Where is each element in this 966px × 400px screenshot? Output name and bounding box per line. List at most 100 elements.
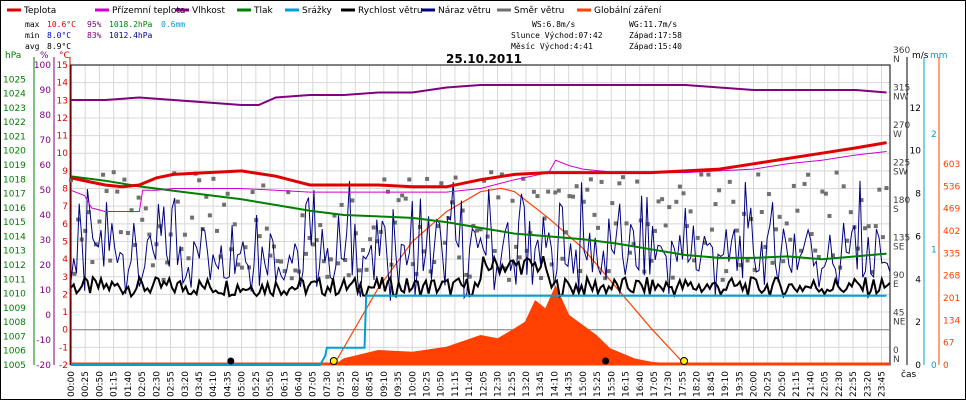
radiation-tick-label: 402	[943, 227, 960, 237]
wind-direction-point	[460, 208, 465, 213]
wind-direction-point	[503, 266, 508, 271]
x-tick-label: 16:40	[636, 371, 646, 397]
wind-direction-point	[574, 184, 579, 189]
wind-direction-point	[69, 178, 73, 183]
moonset-marker	[602, 357, 610, 365]
celsius-tick-label: 5	[62, 237, 68, 247]
wind-direction-point	[289, 276, 294, 281]
direction-deg-label: 45	[893, 309, 904, 319]
x-tick-label: 10:25	[422, 371, 432, 397]
series-pressure	[70, 175, 887, 261]
wind-direction-point	[211, 176, 216, 181]
x-tick-label: 06:15	[280, 371, 290, 397]
series-radiation-area	[333, 285, 686, 365]
wind-direction-point	[474, 228, 479, 233]
hpa-tick-label: 1019	[3, 161, 26, 171]
wind-direction-point	[257, 234, 262, 239]
wind-direction-point	[816, 254, 821, 259]
wind-direction-point	[225, 191, 230, 196]
wind-direction-point	[407, 177, 412, 182]
wind-direction-point	[667, 205, 672, 210]
percent-tick-label: 50	[40, 186, 52, 196]
wind-direction-point	[663, 223, 668, 228]
wind-direction-point	[549, 262, 554, 267]
wind-direction-point	[813, 248, 818, 253]
wind-direction-point	[286, 190, 291, 195]
wind-direction-point	[831, 253, 836, 258]
wind-direction-point	[774, 227, 779, 232]
sunrise-marker	[329, 357, 338, 365]
x-tick-label: 12:30	[494, 371, 504, 397]
direction-deg-label: 180	[893, 196, 910, 206]
wind-direction-point	[101, 172, 106, 177]
x-tick-label: 00:00	[67, 371, 77, 397]
x-tick-label: 08:45	[366, 371, 376, 397]
wind-direction-point	[841, 184, 846, 189]
wind-direction-point	[432, 260, 437, 265]
direction-dir-label: W	[893, 130, 902, 140]
x-tick-label: 02:55	[167, 371, 177, 397]
legend-label-1: Přízemní teplota	[112, 6, 185, 16]
wind-direction-point	[403, 196, 408, 201]
wind-direction-point	[873, 224, 878, 229]
wind-direction-point	[115, 189, 120, 194]
hpa-tick-label: 1018	[3, 175, 26, 185]
axis-speed-unit: m/s	[912, 51, 929, 61]
wind-direction-point	[204, 194, 209, 199]
percent-tick-label: 0	[45, 311, 51, 321]
wind-direction-point	[652, 228, 657, 233]
hpa-tick-label: 1017	[3, 190, 26, 200]
wind-direction-point	[585, 187, 590, 192]
celsius-tick-label: 9	[62, 167, 68, 177]
x-tick-label: 01:40	[124, 371, 134, 397]
wind-direction-point	[318, 223, 323, 228]
x-tick-label: 19:10	[721, 371, 731, 397]
series-temperature	[70, 141, 887, 189]
wind-direction-point	[610, 201, 615, 206]
stat-min-press: 1012.4hPa	[109, 31, 153, 40]
wind-direction-point	[517, 255, 522, 260]
x-tick-label: 17:55	[678, 371, 688, 397]
direction-dir-label: SW	[893, 168, 908, 178]
hpa-tick-label: 1008	[3, 318, 26, 328]
rain-tick-label: 1	[931, 246, 937, 256]
wind-direction-point	[617, 181, 622, 186]
wind-direction-point	[321, 259, 326, 264]
wind-direction-point	[417, 224, 422, 229]
chart-title: 25.10.2011	[446, 52, 522, 66]
wind-direction-point	[489, 170, 494, 175]
speed-tick-label: 10	[910, 147, 922, 157]
wind-direction-point	[179, 247, 184, 252]
x-tick-label: 22:30	[835, 371, 845, 397]
x-tick-label: 22:55	[849, 371, 859, 397]
wind-direction-point	[781, 259, 786, 264]
wind-direction-point	[685, 224, 690, 229]
wind-direction-point	[243, 245, 248, 250]
hpa-tick-label: 1013	[3, 247, 26, 257]
stat-max-temp: 10.6°C	[47, 20, 76, 29]
percent-tick-label: 100	[34, 61, 51, 71]
wind-direction-point	[165, 260, 170, 265]
legend-label-0: Teplota	[23, 6, 56, 16]
percent-tick-label: 60	[40, 161, 52, 171]
wind-direction-point	[649, 258, 654, 263]
wind-direction-point	[571, 194, 576, 199]
wind-direction-point	[596, 225, 601, 230]
wind-direction-point	[83, 228, 88, 233]
wind-direction-point	[656, 199, 661, 204]
speed-tick-label: 2	[915, 318, 921, 328]
x-tick-label: 07:05	[309, 371, 319, 397]
wind-direction-point	[884, 186, 889, 191]
x-tick-label: 12:05	[479, 371, 489, 397]
celsius-tick-label: 15	[57, 61, 68, 71]
percent-tick-label: 20	[40, 261, 52, 271]
wind-direction-point	[759, 210, 764, 215]
x-tick-label: 05:00	[238, 371, 248, 397]
plot-border	[70, 64, 891, 366]
x-tick-label: 21:40	[806, 371, 816, 397]
wind-direction-point	[578, 269, 583, 274]
wind-direction-point	[677, 184, 682, 189]
radiation-tick-label: 536	[943, 182, 960, 192]
x-tick-label: 20:00	[750, 371, 760, 397]
hpa-tick-label: 1011	[3, 275, 26, 285]
